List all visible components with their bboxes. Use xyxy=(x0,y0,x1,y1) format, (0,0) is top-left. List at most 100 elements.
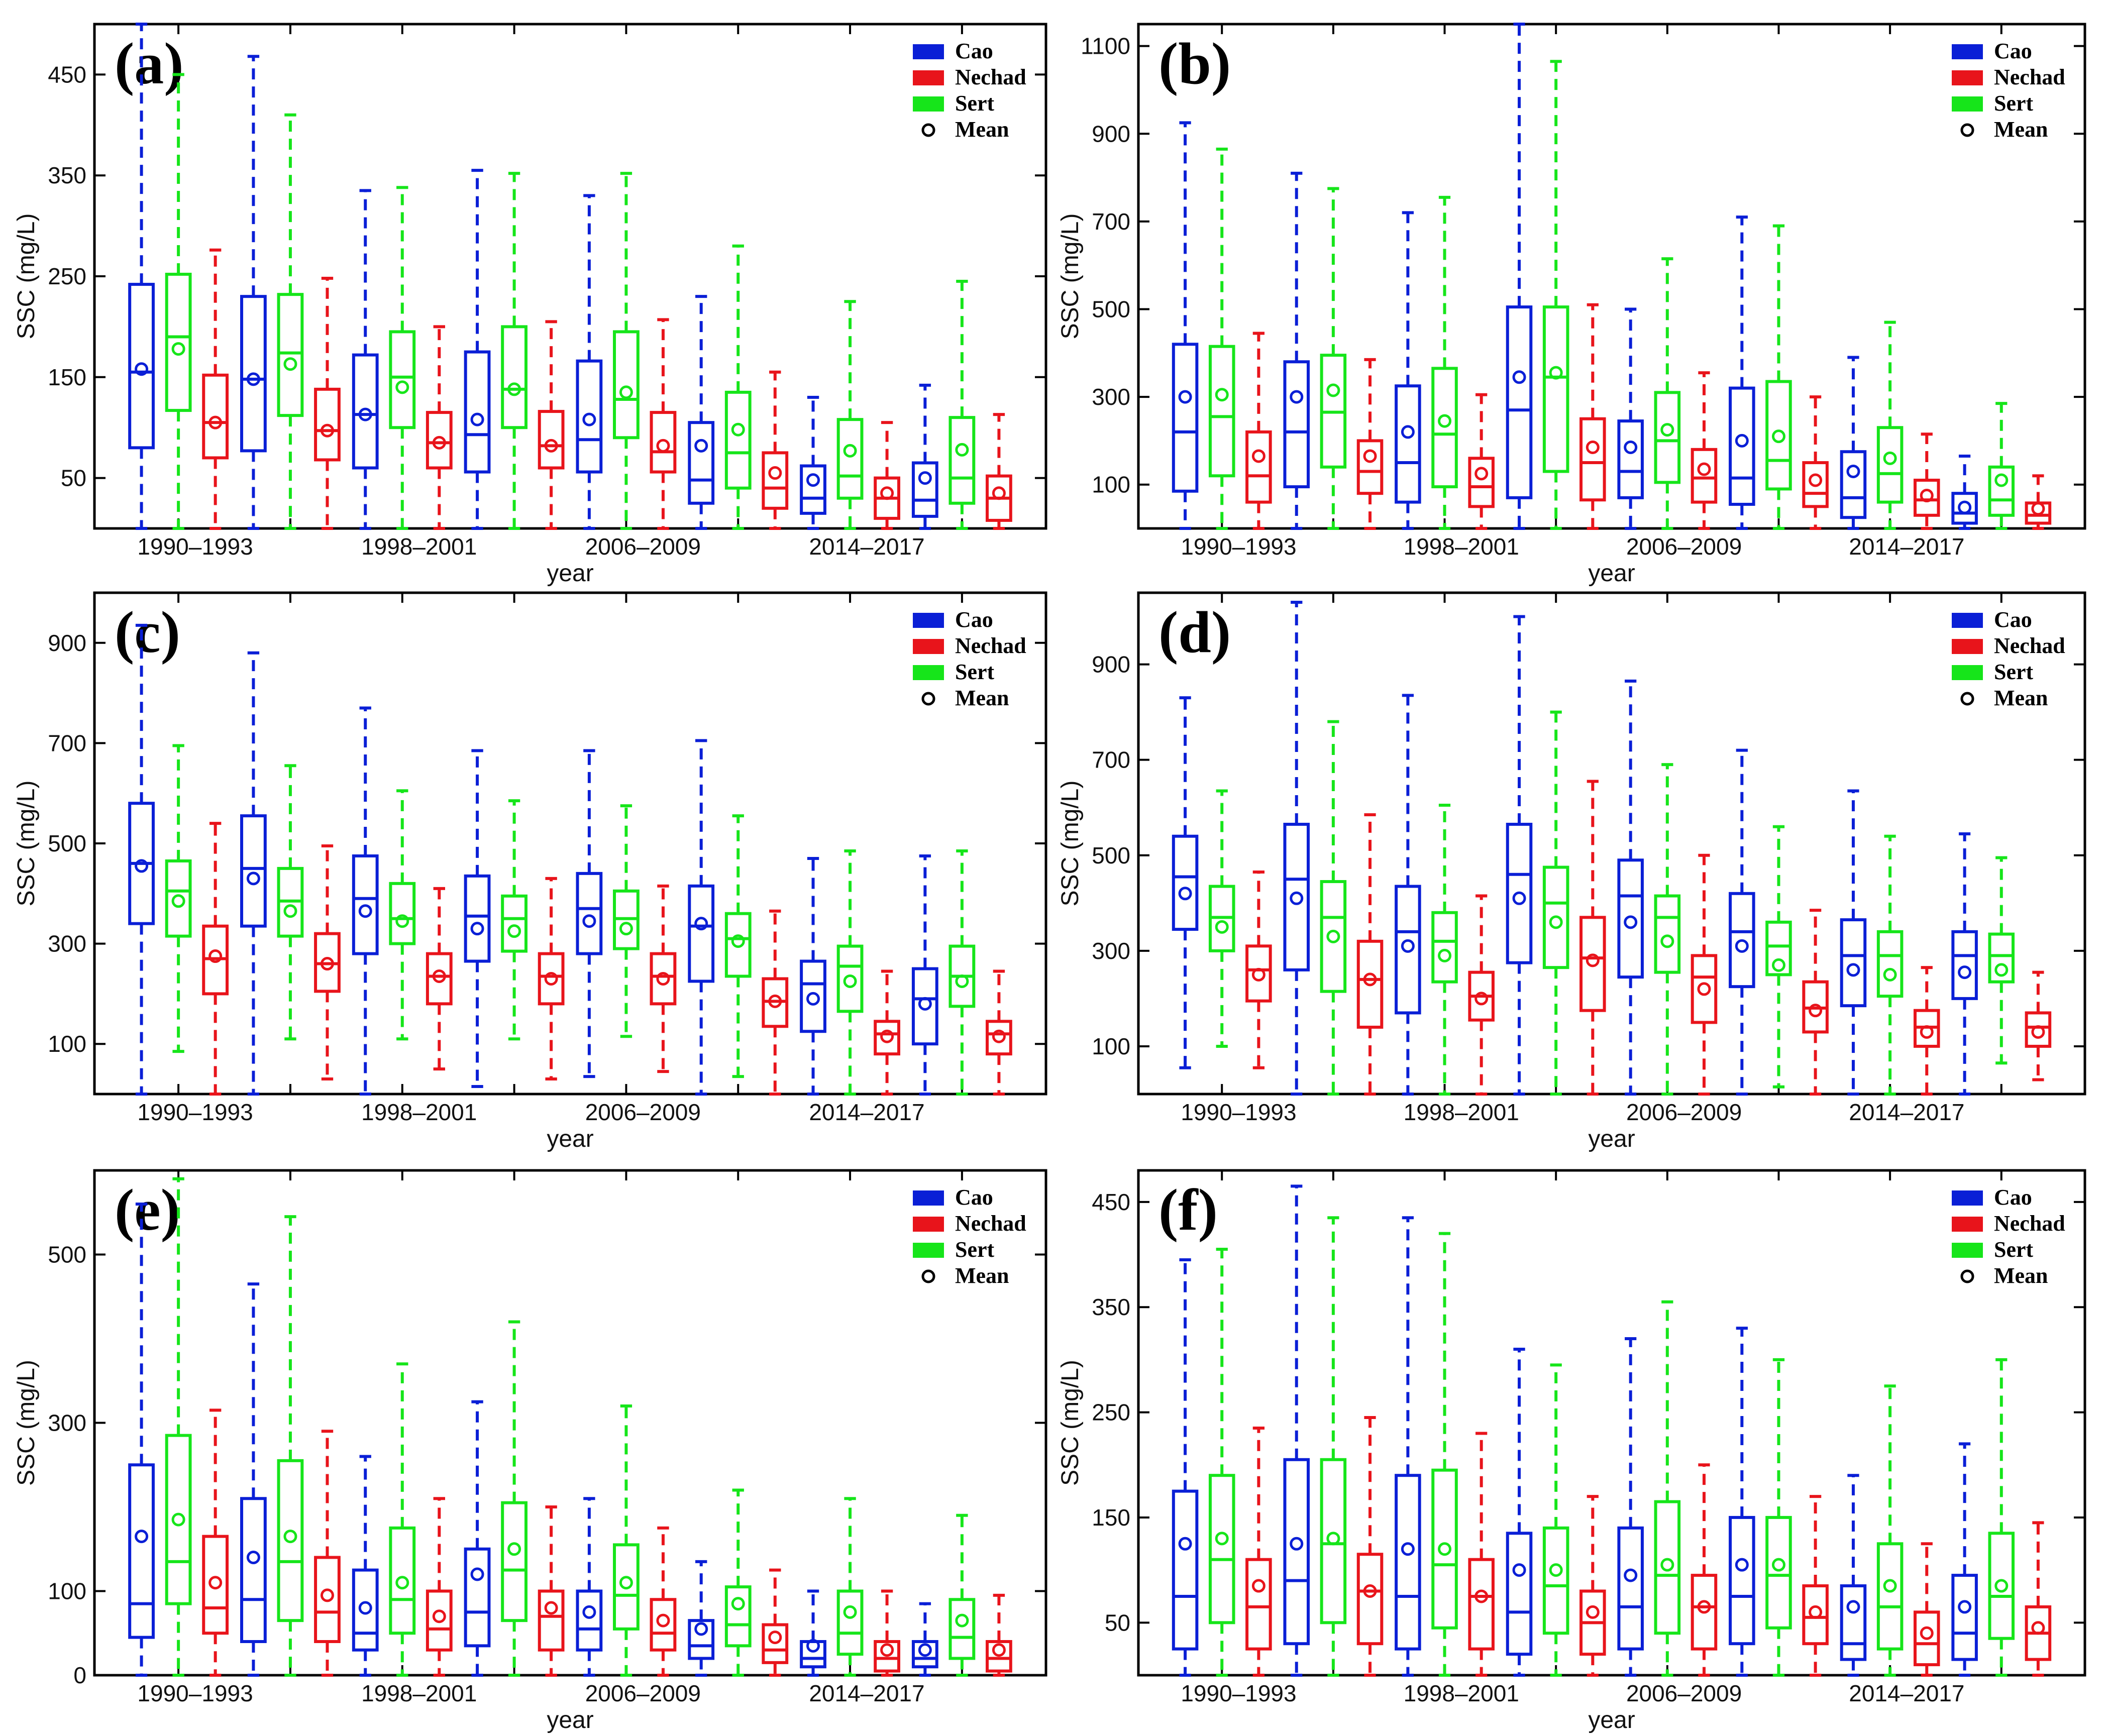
box-nechad xyxy=(1691,371,1718,530)
box-cao xyxy=(1617,307,1644,530)
mean-marker xyxy=(918,1643,932,1657)
legend-swatch-cao xyxy=(913,44,944,59)
box-nechad xyxy=(874,421,900,530)
mean-marker xyxy=(470,922,484,936)
box-sert xyxy=(724,1488,752,1677)
legend-label: Cao xyxy=(955,39,993,63)
box-nechad xyxy=(314,277,341,530)
box-sert xyxy=(1654,1300,1681,1677)
mean-marker xyxy=(1771,429,1785,444)
mean-marker xyxy=(1586,440,1600,454)
box-nechad xyxy=(1245,332,1272,530)
box-sert xyxy=(1654,257,1681,530)
panel-label: (f) xyxy=(1158,1177,1218,1243)
y-tick-label: 300 xyxy=(48,1410,86,1436)
mean-marker xyxy=(1958,500,1972,514)
mean-marker xyxy=(470,412,484,426)
iqr-box xyxy=(1765,380,1792,491)
mean-marker xyxy=(1697,462,1711,476)
mean-marker xyxy=(1883,967,1897,982)
y-tick-label: 700 xyxy=(1092,747,1130,773)
iqr-box xyxy=(501,894,528,953)
iqr-box xyxy=(1172,834,1199,931)
legend-swatch-sert xyxy=(1952,96,1983,112)
mean-marker xyxy=(1624,1568,1638,1582)
box-sert xyxy=(389,789,416,1041)
box-nechad xyxy=(202,1408,229,1677)
mean-marker xyxy=(1958,1600,1972,1614)
mean-marker xyxy=(358,904,372,918)
mean-marker xyxy=(619,922,633,936)
y-tick-label: 250 xyxy=(1092,1399,1130,1426)
iqr-box xyxy=(1542,865,1569,969)
y-tick-label: 300 xyxy=(48,931,86,957)
box-nechad xyxy=(538,877,565,1081)
legend-label: Sert xyxy=(1994,1237,2034,1262)
box-nechad xyxy=(2025,1521,2052,1677)
mean-marker xyxy=(1624,440,1638,454)
mean-marker xyxy=(731,422,745,437)
iqr-box xyxy=(724,912,752,978)
iqr-box xyxy=(1840,1584,1867,1661)
legend-label: Mean xyxy=(1994,686,2048,710)
iqr-box xyxy=(1876,930,1904,998)
x-tick-label: 1998–2001 xyxy=(361,1099,477,1125)
iqr-box xyxy=(277,293,304,417)
box-cao xyxy=(800,856,826,1096)
legend-swatch-cao xyxy=(1952,44,1983,59)
mean-marker xyxy=(1178,390,1192,404)
box-cao xyxy=(688,739,715,1096)
x-axis-title: year xyxy=(1588,1707,1635,1733)
box-sert xyxy=(1431,803,1458,1096)
iqr-box xyxy=(1617,1526,1644,1651)
box-cao xyxy=(1951,1442,1978,1677)
box-sert xyxy=(1431,1232,1458,1677)
y-tick-label: 50 xyxy=(61,465,86,491)
mean-marker xyxy=(1586,953,1600,967)
legend-swatch-cao xyxy=(913,613,944,628)
mean-marker xyxy=(1363,972,1377,987)
iqr-box xyxy=(1691,954,1718,1024)
box-nechad xyxy=(650,884,677,1073)
mean-marker xyxy=(1512,370,1526,384)
iqr-box xyxy=(1431,367,1458,489)
box-cao xyxy=(240,651,267,1096)
y-tick-label: 0 xyxy=(73,1662,86,1688)
mean-marker xyxy=(1697,1600,1711,1614)
box-cao xyxy=(576,749,603,1078)
legend-swatch-nechad xyxy=(1952,639,1983,654)
y-tick-label: 350 xyxy=(1092,1294,1130,1320)
box-cao xyxy=(1283,601,1310,1096)
iqr-box xyxy=(874,1020,900,1056)
mean-marker xyxy=(1401,425,1415,439)
legend-swatch-nechad xyxy=(913,1217,944,1232)
iqr-box xyxy=(1988,465,2015,517)
box-cao xyxy=(1172,1258,1199,1677)
iqr-box xyxy=(314,387,341,462)
mean-marker xyxy=(432,969,446,983)
y-axis-title: SSC (mg/L) xyxy=(13,1360,40,1486)
box-nechad xyxy=(1356,813,1384,1096)
panel-label: (a) xyxy=(115,31,184,96)
plot-frame xyxy=(93,1169,1047,1677)
x-tick-label: 2014–2017 xyxy=(1849,533,1964,560)
iqr-box xyxy=(1579,916,1606,1012)
x-tick-label: 1998–2001 xyxy=(1404,1099,1519,1125)
legend-label: Cao xyxy=(955,607,993,632)
y-tick-label: 300 xyxy=(1092,384,1130,410)
mean-marker xyxy=(1290,891,1304,905)
box-sert xyxy=(1654,763,1681,1096)
legend-label: Sert xyxy=(955,91,995,116)
mean-marker xyxy=(135,859,149,873)
box-cao xyxy=(1395,694,1421,1096)
box-cao xyxy=(352,189,379,530)
y-tick-label: 150 xyxy=(48,364,86,390)
box-cao xyxy=(1506,1347,1533,1677)
iqr-box xyxy=(277,1459,304,1622)
iqr-box xyxy=(464,874,491,963)
iqr-box xyxy=(165,272,192,412)
box-nechad xyxy=(1245,1426,1272,1677)
box-nechad xyxy=(538,320,565,530)
iqr-box xyxy=(1802,1584,1829,1646)
box-sert xyxy=(389,1362,416,1677)
